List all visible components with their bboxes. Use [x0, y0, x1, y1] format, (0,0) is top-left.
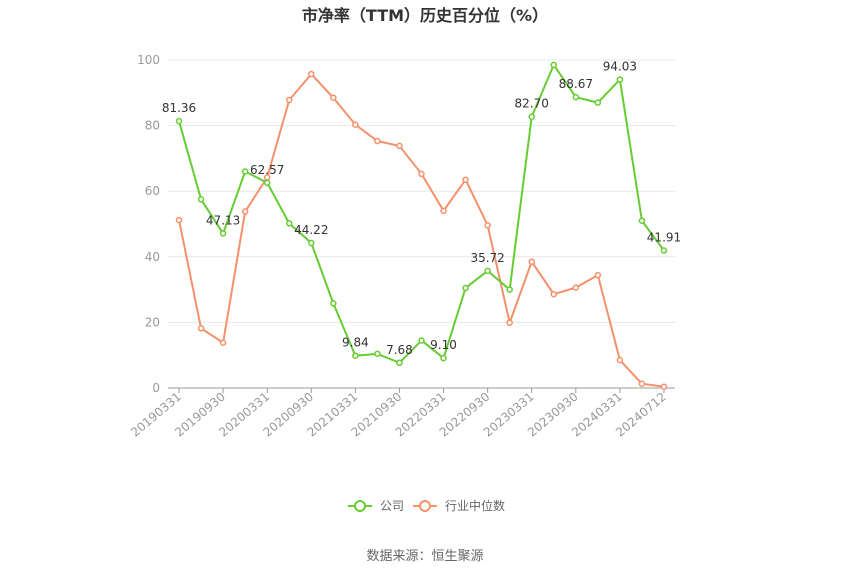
data-point	[506, 286, 513, 293]
data-point	[638, 380, 646, 387]
data-point	[440, 207, 447, 215]
data-point	[374, 137, 381, 145]
data-point	[285, 220, 293, 227]
y-tick-label: 0	[152, 381, 160, 395]
data-point	[396, 142, 403, 150]
data-label: 82.70	[515, 97, 549, 111]
y-tick-label: 80	[145, 119, 160, 133]
data-point	[263, 179, 271, 187]
data-point	[616, 76, 624, 83]
x-axis: 2019033120190930202003312020093020210331…	[128, 387, 675, 440]
data-point	[418, 170, 425, 178]
data-point	[572, 284, 580, 291]
series-lines	[175, 61, 668, 390]
data-point	[308, 70, 315, 78]
data-point	[462, 176, 469, 183]
source-note: 数据来源：恒生聚源	[366, 549, 483, 564]
data-point	[484, 222, 491, 229]
y-tick-label: 100	[137, 53, 160, 67]
series-line	[178, 63, 665, 364]
data-label: 9.84	[342, 336, 369, 350]
y-tick-label: 40	[145, 250, 160, 264]
data-point	[638, 217, 646, 224]
data-point	[484, 267, 491, 275]
data-point	[550, 290, 558, 298]
data-point	[660, 383, 668, 390]
legend-marker	[419, 500, 431, 512]
data-label: 7.68	[386, 343, 413, 357]
y-tick-label: 20	[145, 315, 160, 329]
data-point	[462, 284, 469, 292]
data-labels: 81.36 47.13 62.57 44.22 9.84 7.68 9.10 35.72 82.…	[162, 60, 681, 357]
data-point	[175, 216, 183, 224]
data-point	[594, 271, 602, 279]
data-point	[197, 196, 205, 203]
data-point	[374, 350, 381, 358]
y-tick-label: 60	[145, 184, 160, 198]
data-point	[175, 117, 183, 125]
data-label: 94.03	[603, 60, 637, 74]
chart-title: 市净率（TTM）历史百分位（%）	[302, 6, 548, 25]
data-point	[572, 93, 580, 101]
data-label: 44.22	[294, 223, 328, 237]
data-label: 35.72	[470, 251, 504, 265]
data-point	[308, 239, 315, 247]
data-point	[550, 61, 558, 69]
data-point	[440, 354, 447, 362]
legend-marker	[354, 500, 366, 512]
data-point	[241, 168, 249, 175]
data-point	[528, 258, 535, 265]
data-label: 81.36	[162, 101, 196, 115]
data-point	[219, 230, 227, 237]
data-point	[616, 356, 624, 364]
data-point	[241, 208, 249, 215]
data-label: 47.13	[206, 213, 240, 227]
data-label: 62.57	[250, 163, 284, 177]
data-point	[594, 99, 602, 106]
data-point	[352, 121, 359, 128]
data-point	[396, 359, 403, 367]
data-point	[352, 352, 359, 359]
data-point	[285, 96, 293, 104]
data-point	[219, 339, 227, 346]
data-label: 41.91	[647, 231, 681, 245]
data-point	[197, 325, 205, 332]
grid-lines	[168, 59, 675, 323]
y-axis-tick-labels: 0 20 40 60 80 100	[137, 53, 160, 395]
legend[interactable]: 公司 行业中位数	[348, 498, 505, 513]
data-point	[528, 113, 535, 120]
data-label: 9.10	[430, 338, 457, 352]
data-point	[660, 247, 668, 254]
data-point	[418, 337, 425, 344]
legend-label: 公司	[380, 499, 404, 513]
data-point	[330, 94, 337, 101]
data-label: 88.67	[559, 77, 593, 91]
data-point	[506, 319, 513, 326]
data-point	[330, 300, 337, 307]
legend-label: 行业中位数	[445, 498, 505, 513]
